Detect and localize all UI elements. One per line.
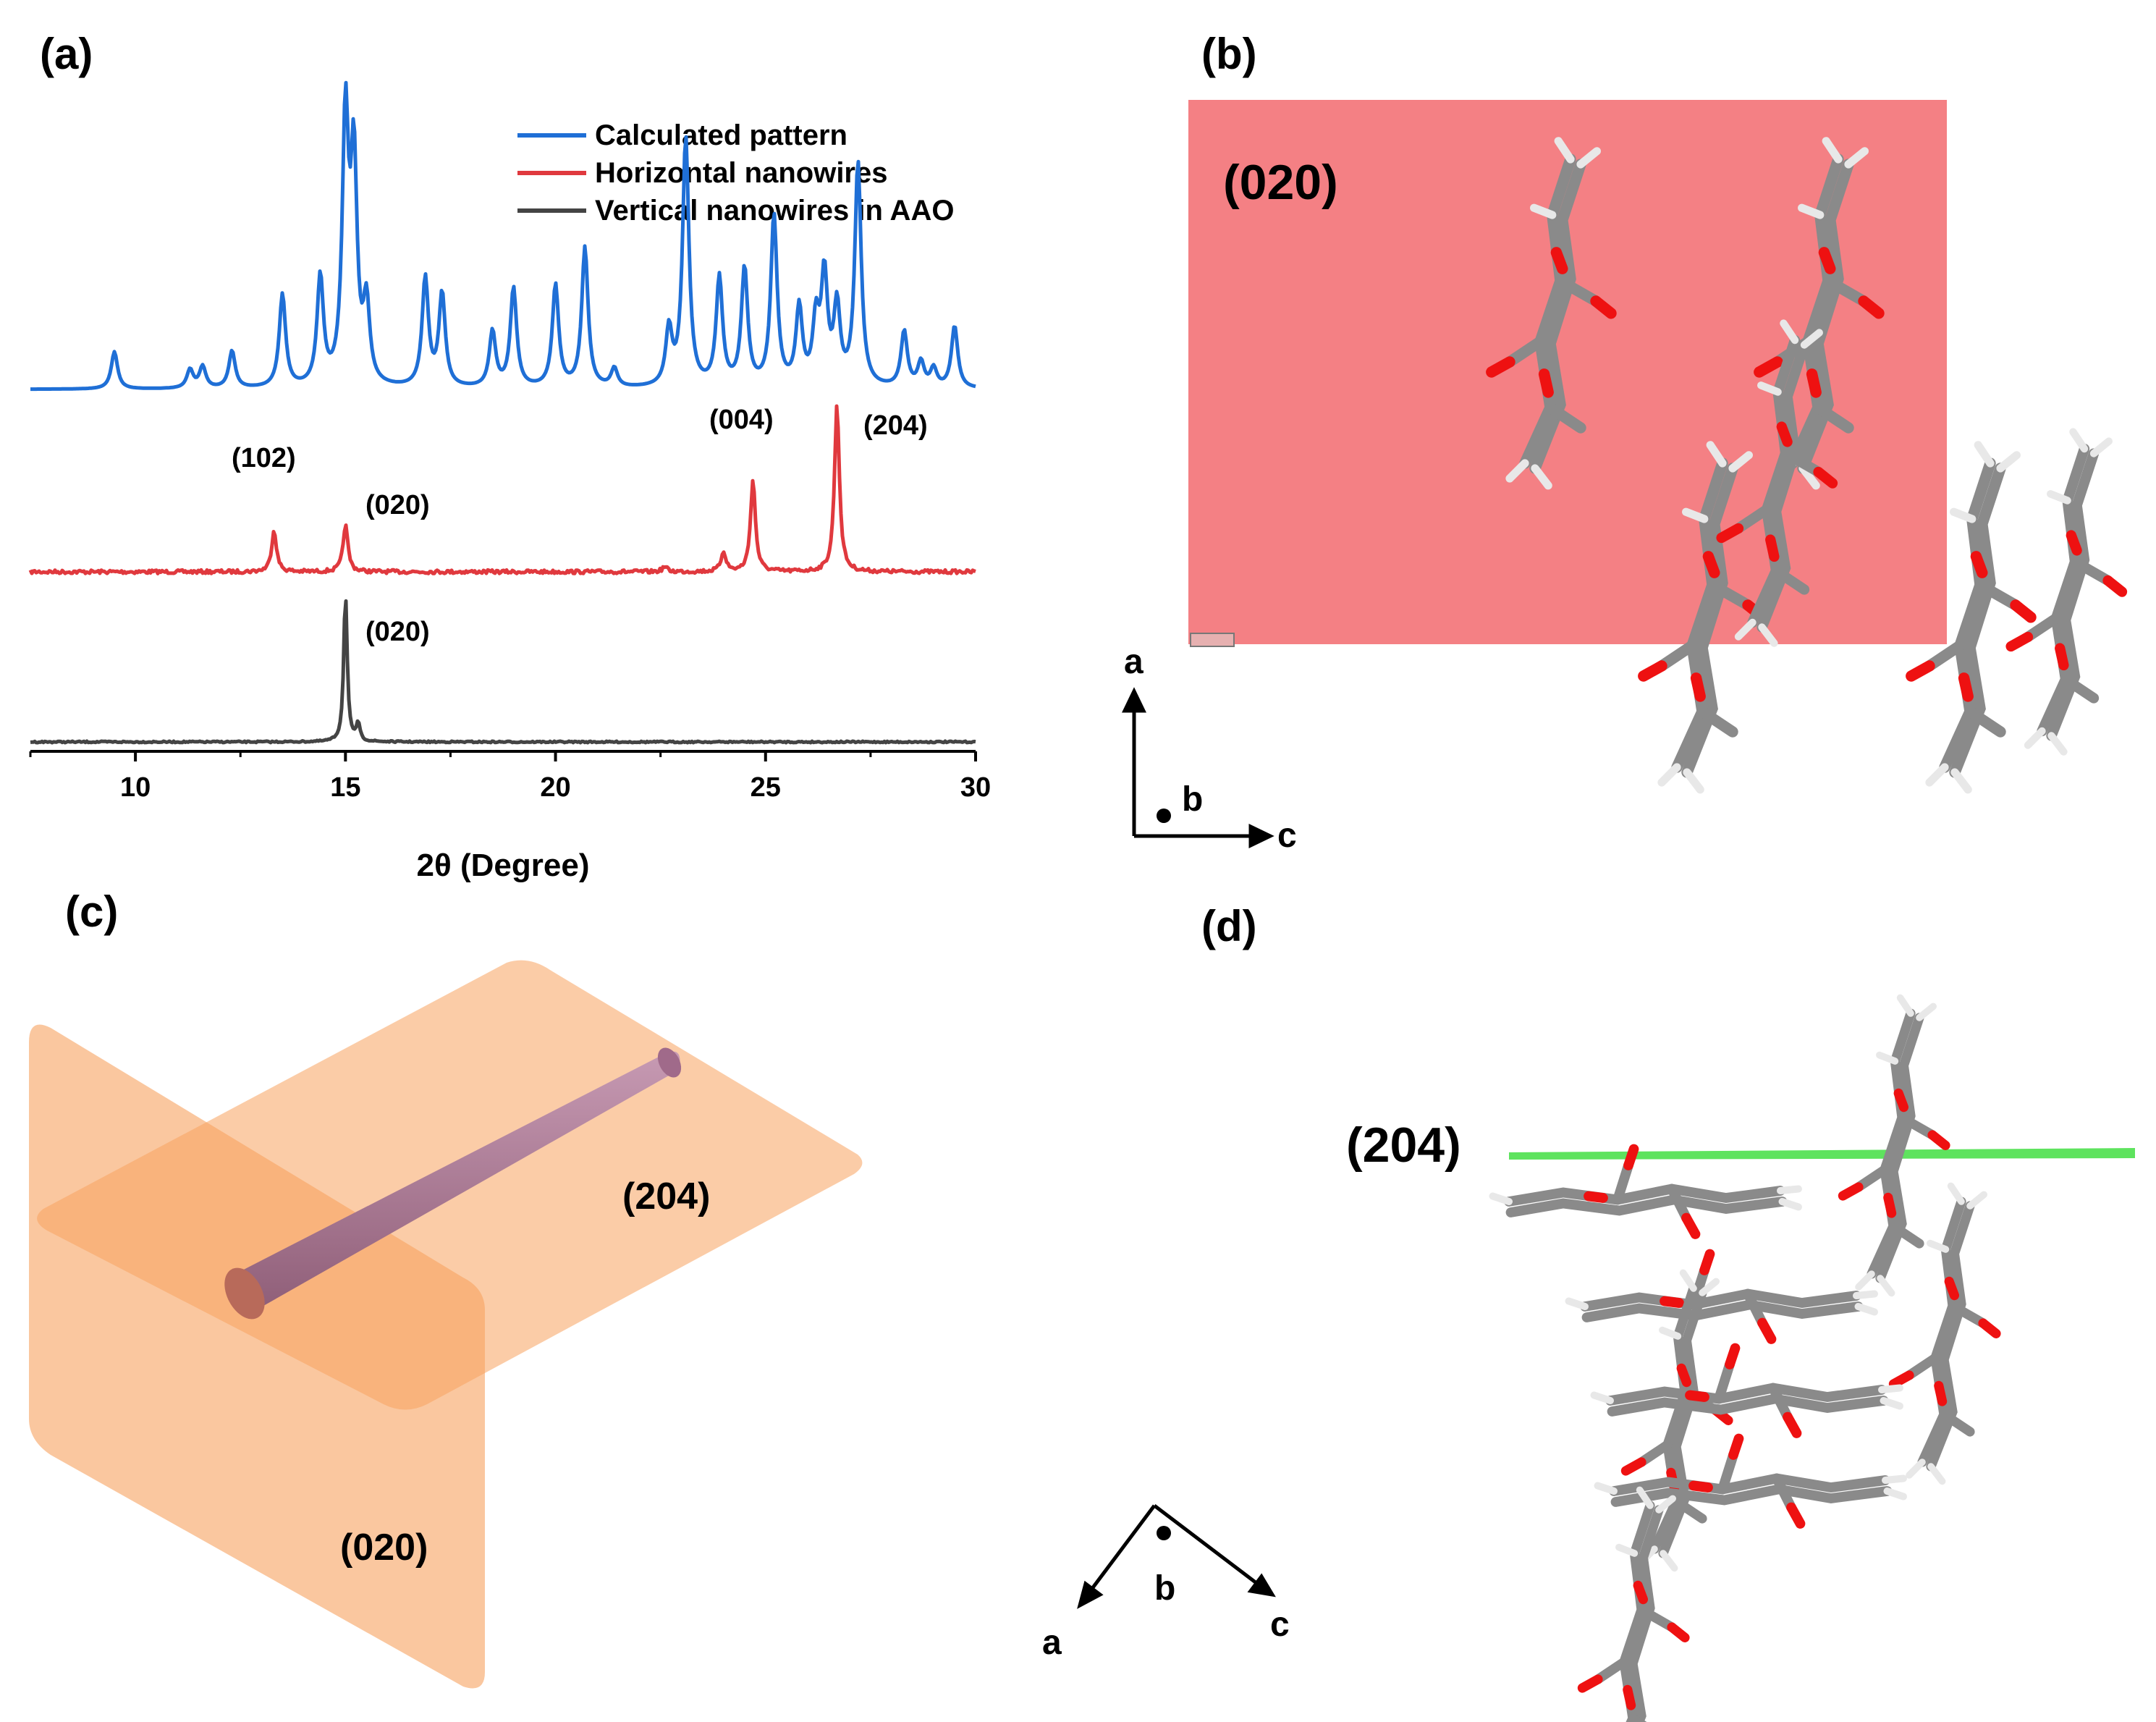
axis-label-a-b: a — [1124, 643, 1143, 681]
plane-204-label-d: (204) — [1346, 1118, 1461, 1173]
molecule-stack-d — [1493, 997, 1997, 1722]
axes-indicator-d — [1077, 1504, 1276, 1609]
x-tick-label-10: 10 — [120, 772, 151, 803]
plane-204-line-d — [1509, 1148, 2135, 1160]
panel-c-label: (c) — [65, 887, 118, 936]
series-line-horizontal — [28, 404, 976, 575]
legend-label-horizontal: Horizontal nanowires — [595, 157, 888, 189]
x-axis-title: 2θ (Degree) — [417, 848, 590, 883]
chart-legend: Calculated pattern Horizontal nanowires … — [517, 119, 954, 227]
plane-204-label-c: (204) — [622, 1176, 710, 1217]
plane-corner-marker — [1190, 633, 1235, 647]
plane-020-label-c: (020) — [340, 1527, 428, 1569]
panel-d: (d) (204) a b c — [1042, 902, 2135, 1722]
panel-a-label: (a) — [40, 30, 93, 78]
axis-label-b-d: b — [1154, 1569, 1175, 1608]
axis-label-a-d: a — [1042, 1624, 1062, 1662]
axis-label-b-b: b — [1182, 780, 1203, 819]
panel-b-label: (b) — [1201, 30, 1257, 78]
x-tick-label-15: 15 — [330, 772, 360, 803]
peak-label-020-horizontal: (020) — [365, 490, 430, 520]
axis-label-c-d: c — [1270, 1605, 1290, 1644]
legend-label-calculated: Calculated pattern — [595, 119, 847, 151]
peak-label-204: (204) — [863, 410, 928, 441]
panel-d-label: (d) — [1201, 902, 1257, 950]
panel-a: (a) Calculated pattern Horizontal nanowi… — [28, 30, 991, 883]
peak-label-020-vertical: (020) — [365, 617, 430, 647]
x-axis — [29, 750, 977, 761]
series-line-vertical — [30, 599, 976, 745]
peak-label-004: (004) — [709, 405, 774, 435]
peak-label-102: (102) — [232, 443, 296, 473]
plane-020-label: (020) — [1223, 155, 1338, 210]
panel-b: (b) (020) a b c — [1122, 30, 2122, 855]
nanowire — [224, 1047, 682, 1320]
axis-label-c-b: c — [1277, 816, 1297, 855]
axes-indicator-b — [1122, 687, 1274, 848]
x-tick-label-20: 20 — [540, 772, 570, 803]
x-tick-label-25: 25 — [751, 772, 781, 803]
x-tick-label-30: 30 — [960, 772, 991, 803]
panel-c: (c) (204) (020) — [29, 887, 863, 1689]
series-line-calculated — [30, 80, 976, 392]
